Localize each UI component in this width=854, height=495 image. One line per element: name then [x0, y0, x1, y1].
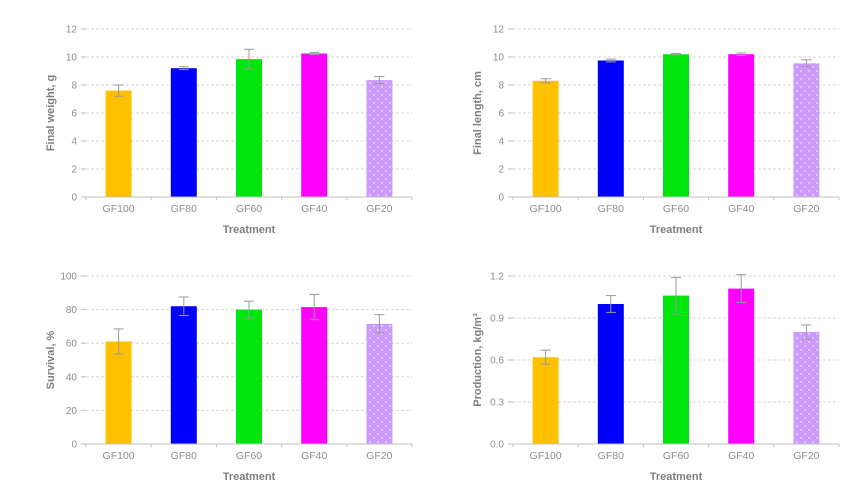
- bar-GF40: [728, 54, 755, 198]
- x-category-label: GF20: [366, 203, 392, 215]
- x-category-label: GF20: [366, 450, 392, 462]
- y-tick-label: 8: [498, 81, 504, 92]
- y-tick-label: 2: [71, 165, 77, 176]
- bar-GF20: [366, 323, 393, 444]
- y-tick-label: 4: [498, 137, 504, 148]
- bar-GF100: [105, 341, 132, 444]
- bar-GF40: [301, 307, 328, 444]
- bar-GF60: [236, 309, 262, 444]
- bar-GF100: [532, 80, 559, 197]
- y-tick-label: 2: [498, 165, 504, 176]
- y-tick-label: 1.2: [490, 272, 504, 283]
- y-tick-label: 6: [498, 109, 504, 120]
- bar-GF60: [663, 54, 689, 198]
- y-tick-label: 4: [71, 137, 77, 148]
- y-tick-label: 0.0: [490, 440, 504, 451]
- y-tick-label: 0.3: [490, 398, 504, 409]
- y-tick-label: 0.9: [490, 314, 504, 325]
- bar-GF60: [663, 295, 689, 444]
- x-axis-title: Treatment: [650, 471, 703, 483]
- x-category-label: GF60: [236, 450, 262, 462]
- chart-survival: 0 20 40 60 80 100 GF100 GF80 GF60 GF40 GF20 Treatme…: [45, 272, 413, 483]
- chart-production: 0.0 0.3 0.6 0.9 1.2 GF100 GF80 GF60 GF40 GF20 Trea…: [472, 272, 840, 483]
- bar-GF100: [105, 90, 132, 197]
- bar-GF80: [597, 304, 624, 444]
- x-category-label: GF20: [793, 203, 819, 215]
- x-category-label: GF80: [171, 203, 197, 215]
- y-tick-label: 6: [71, 109, 77, 120]
- bar-GF40: [301, 53, 328, 197]
- y-tick-label: 0.6: [490, 356, 504, 367]
- bar-GF80: [170, 68, 197, 197]
- x-category-label: GF80: [598, 450, 624, 462]
- y-tick-label: 10: [493, 53, 505, 64]
- bar-GF40: [728, 288, 755, 444]
- x-axis-title: Treatment: [650, 224, 703, 236]
- y-tick-label: 100: [60, 272, 77, 283]
- x-category-label: GF60: [663, 203, 689, 215]
- bar-GF100: [532, 357, 559, 444]
- bar-GF20: [793, 63, 820, 197]
- x-category-label: GF100: [530, 450, 562, 462]
- y-tick-label: 60: [66, 339, 78, 350]
- x-axis-title: Treatment: [223, 471, 276, 483]
- x-category-label: GF40: [301, 450, 327, 462]
- y-axis-title: Final weight, g: [45, 75, 57, 151]
- y-tick-label: 0: [71, 193, 77, 204]
- y-tick-label: 20: [66, 406, 78, 417]
- bar-GF80: [597, 60, 624, 197]
- y-tick-label: 12: [493, 25, 505, 36]
- chart-final-length: 0 2 4 6 8 10 12 GF100 GF80 GF60 GF40 GF20 Treatment F…: [472, 25, 840, 236]
- x-category-label: GF80: [171, 450, 197, 462]
- x-category-label: GF100: [530, 203, 562, 215]
- y-tick-label: 10: [66, 53, 78, 64]
- y-tick-label: 0: [498, 193, 504, 204]
- bar-GF20: [366, 80, 393, 197]
- x-category-label: GF60: [236, 203, 262, 215]
- x-category-label: GF100: [103, 450, 135, 462]
- x-category-label: GF80: [598, 203, 624, 215]
- y-tick-label: 80: [66, 305, 78, 316]
- y-tick-label: 8: [71, 81, 77, 92]
- bar-GF60: [236, 59, 262, 197]
- x-category-label: GF40: [728, 203, 754, 215]
- y-axis-title: Production, kg/m³: [472, 313, 484, 407]
- x-category-label: GF100: [103, 203, 135, 215]
- x-category-label: GF60: [663, 450, 689, 462]
- y-tick-label: 12: [66, 25, 78, 36]
- bar-GF80: [170, 306, 197, 444]
- x-category-label: GF20: [793, 450, 819, 462]
- chart-final-weight: 0 2 4 6 8 10 12 GF100 GF80 GF60 GF40 GF20 Treatment F…: [45, 25, 413, 236]
- x-category-label: GF40: [301, 203, 327, 215]
- x-axis-title: Treatment: [223, 224, 276, 236]
- x-category-label: GF40: [728, 450, 754, 462]
- y-tick-label: 0: [71, 440, 77, 451]
- y-axis-title: Final length, cm: [472, 71, 484, 155]
- y-tick-label: 40: [66, 372, 78, 383]
- y-axis-title: Survival, %: [45, 330, 57, 389]
- bar-GF20: [793, 332, 820, 444]
